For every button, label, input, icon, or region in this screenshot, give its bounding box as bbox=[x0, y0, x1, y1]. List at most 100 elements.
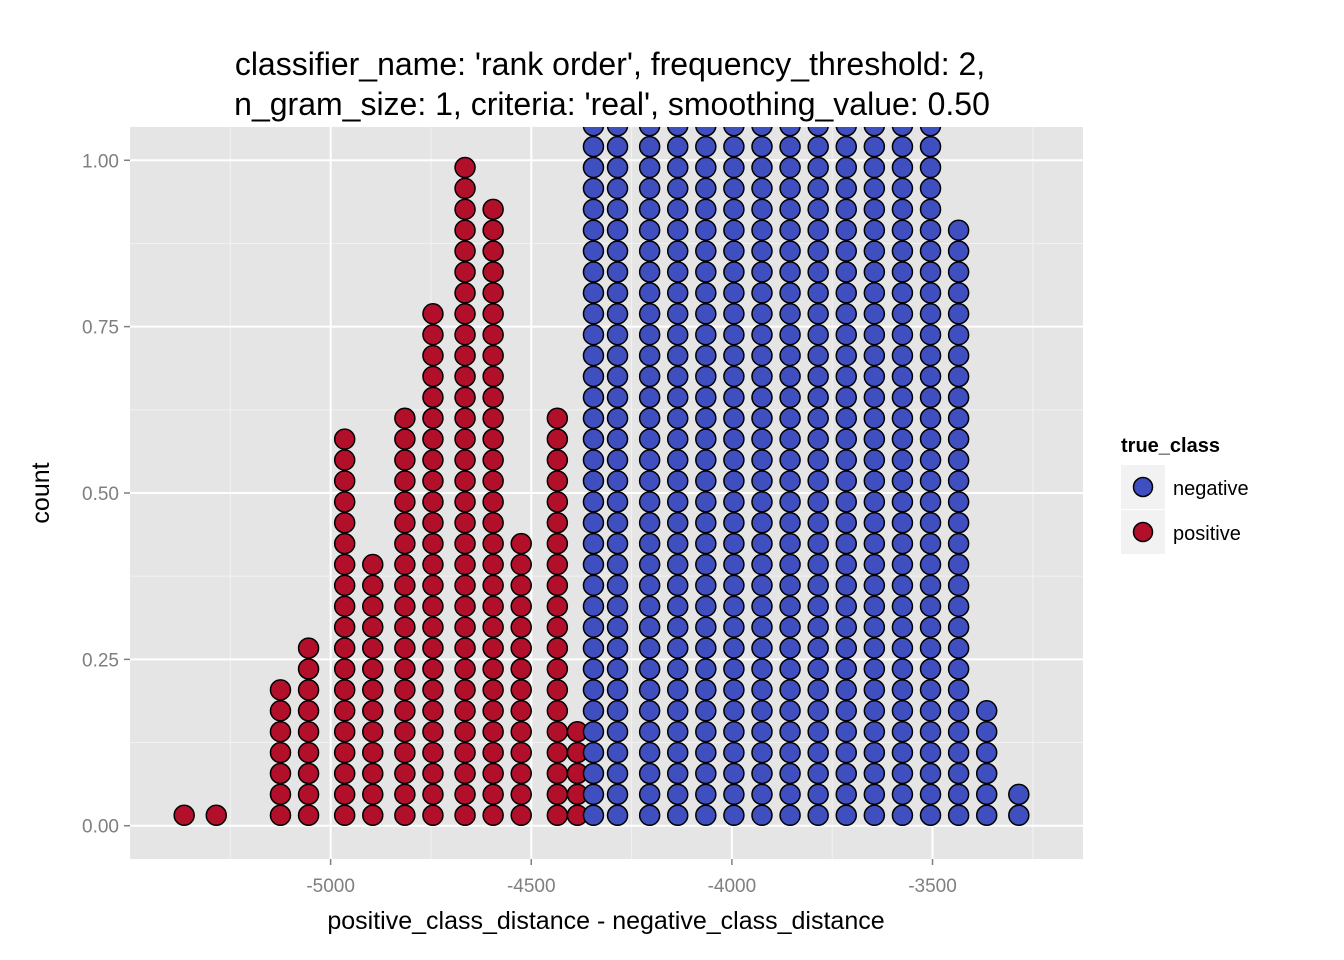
dot-negative bbox=[723, 386, 745, 409]
dot-negative bbox=[779, 595, 801, 618]
dot-negative bbox=[891, 344, 914, 367]
dot-negative bbox=[835, 323, 857, 346]
dot-negative bbox=[582, 240, 605, 262]
dot-positive bbox=[510, 741, 532, 764]
y-tick-label: 0.25 bbox=[82, 650, 119, 671]
dot-positive bbox=[362, 658, 384, 680]
dot-negative bbox=[919, 512, 942, 534]
dot-negative bbox=[891, 491, 914, 513]
dot-negative bbox=[751, 407, 773, 430]
dot-positive bbox=[394, 532, 416, 555]
dot-negative bbox=[606, 386, 629, 409]
dot-positive bbox=[482, 198, 504, 221]
dot-negative bbox=[779, 720, 801, 743]
dot-positive bbox=[362, 741, 384, 764]
dot-negative bbox=[779, 344, 801, 367]
legend-title: true_class bbox=[1121, 435, 1220, 457]
dot-positive bbox=[546, 616, 569, 638]
dot-negative bbox=[606, 303, 629, 325]
dot-negative bbox=[779, 219, 801, 241]
dot-negative bbox=[582, 595, 605, 618]
dot-negative bbox=[947, 428, 970, 450]
dot-negative bbox=[863, 595, 886, 618]
dot-negative bbox=[835, 679, 857, 701]
dot-positive bbox=[546, 762, 569, 785]
dot-negative bbox=[723, 553, 745, 576]
dot-negative bbox=[891, 407, 914, 430]
dot-positive bbox=[454, 303, 476, 325]
dot-positive bbox=[482, 616, 504, 638]
dot-negative bbox=[779, 177, 801, 200]
dot-negative bbox=[807, 637, 829, 659]
dot-negative bbox=[919, 407, 942, 430]
dot-positive bbox=[422, 637, 444, 659]
dot-negative bbox=[582, 428, 605, 450]
dot-positive bbox=[269, 679, 292, 701]
dot-negative bbox=[582, 700, 605, 722]
dot-negative bbox=[667, 127, 689, 137]
dot-positive bbox=[297, 700, 320, 722]
dot-negative bbox=[751, 386, 773, 409]
dot-negative bbox=[947, 700, 970, 722]
dot-positive bbox=[422, 491, 444, 513]
dot-negative bbox=[751, 741, 773, 764]
dot-negative bbox=[606, 240, 629, 262]
dot-negative bbox=[947, 240, 970, 262]
dot-positive bbox=[546, 512, 569, 534]
dot-positive bbox=[362, 553, 384, 576]
dot-negative bbox=[606, 532, 629, 555]
dot-negative bbox=[835, 198, 857, 221]
dot-negative bbox=[582, 741, 605, 764]
dots-layer bbox=[173, 127, 1030, 827]
dot-negative bbox=[919, 679, 942, 701]
dot-negative bbox=[807, 386, 829, 409]
dot-negative bbox=[606, 323, 629, 346]
dot-negative bbox=[779, 741, 801, 764]
dot-negative bbox=[779, 127, 801, 137]
dot-negative bbox=[695, 595, 717, 618]
dot-positive bbox=[546, 783, 569, 806]
dot-positive bbox=[333, 679, 356, 701]
dot-positive bbox=[454, 658, 476, 680]
x-tick-labels: -5000 -4500 -4000 -3500 bbox=[306, 876, 957, 897]
dot-positive bbox=[482, 741, 504, 764]
dot-negative bbox=[779, 261, 801, 283]
dot-negative bbox=[835, 720, 857, 743]
dot-negative bbox=[666, 386, 689, 409]
dot-negative bbox=[695, 177, 717, 200]
dot-positive bbox=[333, 616, 356, 638]
dot-negative bbox=[807, 470, 829, 492]
dot-positive bbox=[422, 720, 444, 743]
dot-negative bbox=[666, 679, 689, 701]
dot-negative bbox=[695, 532, 717, 555]
dot-negative bbox=[807, 679, 829, 701]
dot-negative bbox=[666, 574, 689, 597]
dot-negative bbox=[947, 303, 970, 325]
dot-positive bbox=[362, 783, 384, 806]
dot-negative bbox=[919, 804, 942, 827]
dot-negative bbox=[947, 407, 970, 430]
dot-negative bbox=[947, 658, 970, 680]
dot-positive bbox=[454, 219, 476, 241]
dot-negative bbox=[751, 344, 773, 367]
dot-negative bbox=[863, 365, 886, 388]
dot-negative bbox=[835, 282, 857, 304]
dot-positive bbox=[454, 595, 476, 618]
dot-negative bbox=[919, 762, 942, 785]
dot-negative bbox=[751, 512, 773, 534]
dot-negative bbox=[751, 198, 773, 221]
dot-negative bbox=[779, 804, 801, 827]
dot-negative bbox=[606, 344, 629, 367]
dot-negative bbox=[582, 616, 605, 638]
legend-label-positive: positive bbox=[1173, 523, 1241, 545]
dot-negative bbox=[638, 595, 661, 618]
dot-negative bbox=[723, 574, 745, 597]
dot-negative bbox=[638, 261, 661, 283]
dot-negative bbox=[723, 156, 745, 179]
dot-negative bbox=[863, 219, 886, 241]
dot-negative bbox=[779, 762, 801, 785]
dot-negative bbox=[863, 637, 886, 659]
dot-negative bbox=[779, 303, 801, 325]
dot-positive bbox=[333, 658, 356, 680]
dot-negative bbox=[695, 658, 717, 680]
